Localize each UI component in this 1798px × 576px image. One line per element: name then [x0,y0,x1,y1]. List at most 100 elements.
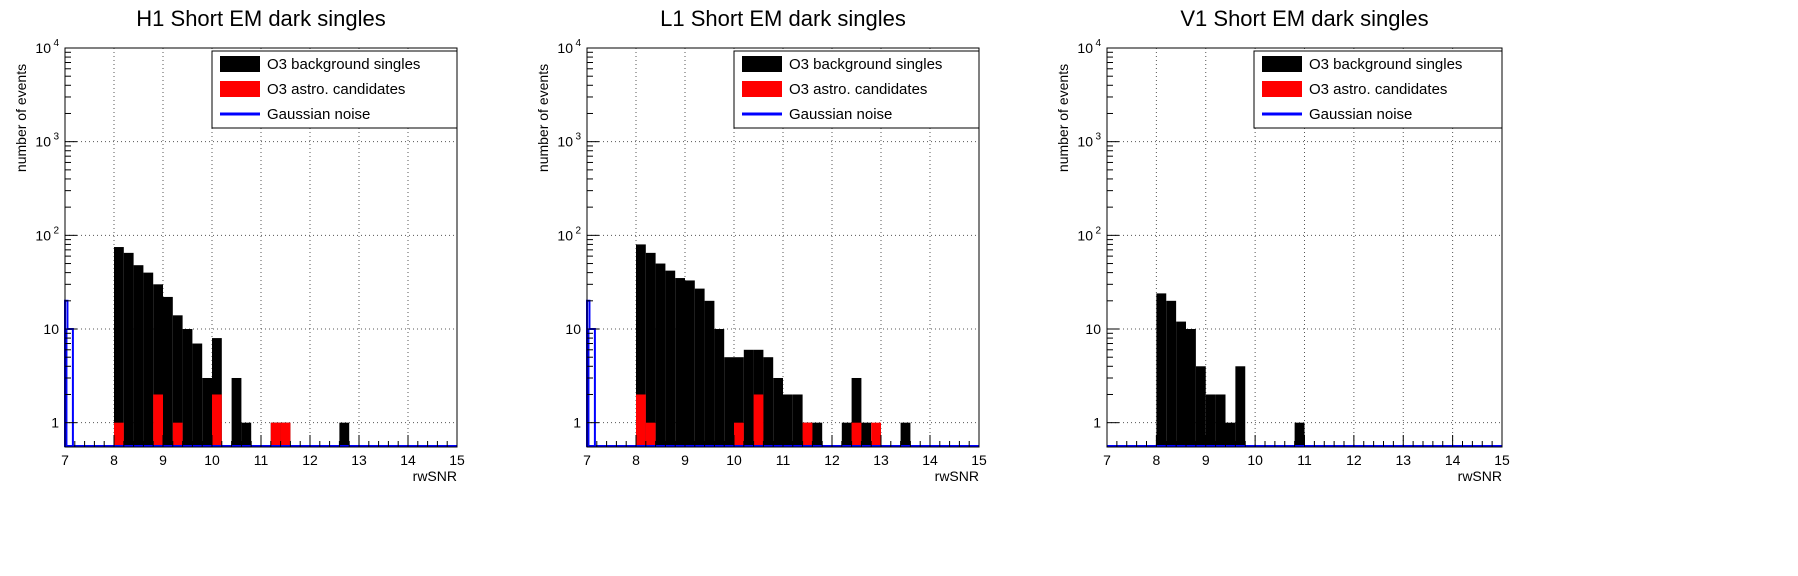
x-axis-label: rwSNR [935,468,979,484]
x-tick-label: 7 [583,452,591,468]
y-tick-label: 10 [1077,227,1093,243]
series-o3-background-singles [114,247,350,447]
y-tick-exponent: 2 [1095,225,1101,236]
histogram-bar [280,422,291,447]
histogram-bar [694,288,705,447]
x-tick-label: 14 [1445,452,1461,468]
legend-swatch [742,56,782,72]
histogram-bar [114,247,124,447]
legend-swatch [742,81,782,97]
y-tick-label: 10 [35,134,51,150]
histogram-bar [773,377,783,447]
y-axis-label: number of events [1055,64,1071,172]
y-tick-label: 10 [557,134,573,150]
histogram-bar [743,349,754,447]
legend-entry: Gaussian noise [267,106,370,123]
y-tick-label: 10 [35,227,51,243]
x-tick-label: 9 [681,452,689,468]
histogram-bar [734,422,744,447]
x-tick-label: 9 [159,452,167,468]
histogram-bar [655,263,666,447]
chart-title: L1 Short EM dark singles [660,6,906,31]
y-axis-label: number of events [13,64,29,172]
histogram-bar [339,422,350,447]
histogram-bar [172,422,183,447]
legend-entry: Gaussian noise [789,106,892,123]
series-o3-background-singles [1156,293,1305,447]
x-tick-label: 10 [726,452,742,468]
histogram-bar [172,315,183,447]
legend-entry: Gaussian noise [1309,106,1412,123]
y-tick-label: 10 [35,40,51,56]
x-tick-label: 8 [110,452,118,468]
histogram-bar [783,394,793,447]
y-tick-label: 1 [1093,415,1101,431]
histogram-bar [851,377,862,447]
histogram-bar [792,394,803,447]
chart-title: V1 Short EM dark singles [1180,6,1428,31]
y-tick-label: 10 [557,227,573,243]
series-o3-background-singles [636,244,911,447]
histogram-bar [212,394,222,447]
legend-entry: O3 astro. candidates [1309,81,1447,98]
legend-swatch [1262,56,1302,72]
legend-entry: O3 background singles [267,56,420,73]
histogram-bar [645,252,656,447]
histogram-bar [202,377,212,447]
histogram-bar [753,394,764,447]
histogram-bar [900,422,911,447]
histogram-bar [1186,329,1196,447]
y-tick-exponent: 2 [53,225,59,236]
x-tick-label: 13 [873,452,889,468]
histogram-bar [734,357,744,447]
y-tick-label: 10 [1077,134,1093,150]
histogram-bar [763,357,774,447]
legend-swatch [220,56,260,72]
x-tick-label: 15 [971,452,987,468]
histogram-bar [675,278,685,447]
legend-swatch [220,81,260,97]
histogram-bar [1166,300,1177,447]
y-tick-exponent: 4 [575,38,581,49]
histogram-bar [212,338,222,447]
histogram-bar [861,422,872,447]
x-tick-label: 7 [1103,452,1111,468]
x-tick-label: 9 [1202,452,1210,468]
y-tick-exponent: 3 [1095,132,1101,143]
x-tick-label: 14 [400,452,416,468]
x-axis-label: rwSNR [413,468,457,484]
histogram-bar [812,422,823,447]
legend-entry: O3 astro. candidates [267,81,405,98]
series-o3-astro-candidates [114,394,291,447]
histogram-bar [143,272,154,447]
x-tick-label: 8 [632,452,640,468]
legend-entry: O3 background singles [1309,56,1462,73]
y-tick-exponent: 3 [53,132,59,143]
x-tick-label: 13 [351,452,367,468]
x-tick-label: 12 [302,452,318,468]
histogram-bar [1225,422,1236,447]
histogram-bar [704,300,715,447]
histogram-bar [163,296,173,447]
histogram-bar [636,244,646,447]
legend: O3 background singles O3 astro. candidate… [1253,50,1503,129]
legend: O3 background singles O3 astro. candidate… [211,50,458,129]
x-tick-label: 15 [1494,452,1510,468]
y-tick-label: 10 [43,321,59,337]
histogram-bar [645,422,656,447]
legend-entry: O3 background singles [789,56,942,73]
y-tick-exponent: 2 [575,225,581,236]
histogram-bar [636,394,646,447]
y-tick-label: 10 [565,321,581,337]
histogram-bar [192,343,203,447]
histogram-bar [685,280,695,447]
chart-title: H1 Short EM dark singles [136,6,385,31]
x-tick-label: 8 [1152,452,1160,468]
